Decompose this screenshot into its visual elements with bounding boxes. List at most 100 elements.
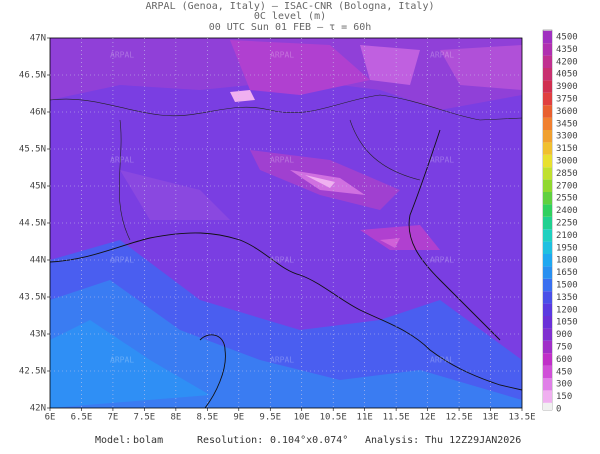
- colorbar-swatch: [543, 266, 552, 279]
- colorbar-label: 1800: [556, 256, 578, 266]
- colorbar-label: 3000: [556, 157, 578, 167]
- colorbar-label: 1050: [556, 318, 578, 328]
- colorbar-label: 900: [556, 330, 572, 340]
- colorbar-swatch: [543, 30, 552, 44]
- colorbar-label: 600: [556, 355, 572, 365]
- lat-label: 42N: [30, 404, 46, 414]
- colorbar-label: 3900: [556, 82, 578, 92]
- colorbar-label: 3750: [556, 95, 578, 105]
- footer-label: Resolution:: [197, 435, 263, 446]
- colorbar-label: 1200: [556, 305, 578, 315]
- lon-label: 10.5E: [320, 413, 347, 423]
- watermark: ARPAL: [430, 156, 454, 165]
- footer-value: Thu 12Z29JAN2026: [425, 435, 521, 446]
- colorbar-swatch: [543, 378, 552, 391]
- colorbar-swatch: [543, 142, 552, 155]
- colorbar-label: 4050: [556, 70, 578, 80]
- colorbar-swatch: [543, 80, 552, 93]
- lat-label: 45N: [30, 182, 46, 192]
- lon-label: 7.5E: [134, 413, 156, 423]
- watermark: ARPAL: [110, 256, 134, 265]
- watermark: ARPAL: [430, 256, 454, 265]
- watermark: ARPAL: [110, 356, 134, 365]
- colorbar-label: 450: [556, 367, 572, 377]
- coastline: [50, 232, 522, 391]
- lon-label: 12.5E: [446, 413, 473, 423]
- colorbar-swatch: [543, 92, 552, 106]
- lon-label: 10E: [294, 413, 310, 423]
- colorbar-label: 3150: [556, 144, 578, 154]
- lon-label: 6.5E: [71, 413, 93, 423]
- watermark: ARPAL: [430, 51, 454, 60]
- footer-label: Model:: [95, 435, 131, 446]
- colorbar-label: 2700: [556, 181, 578, 191]
- lon-label: 12E: [419, 413, 435, 423]
- lat-label: 45.5N: [19, 145, 46, 155]
- map-field: [50, 38, 522, 408]
- colorbar-swatch: [543, 353, 552, 366]
- header-line: 00 UTC Sun 01 FEB – τ = 60h: [209, 22, 372, 33]
- lat-label: 46.5N: [19, 71, 46, 81]
- lon-label: 13.5E: [508, 413, 535, 423]
- colorbar-swatch: [543, 192, 552, 205]
- colorbar-label: 1500: [556, 281, 578, 291]
- colorbar-label: 3300: [556, 132, 578, 142]
- colorbar-label: 1950: [556, 243, 578, 253]
- colorbar-swatch: [543, 340, 552, 354]
- colorbar-label: 4500: [556, 33, 578, 43]
- colorbar-swatch: [543, 241, 552, 254]
- colorbar-label: 2100: [556, 231, 578, 241]
- colorbar-swatch: [543, 390, 552, 403]
- colorbar-label: 2250: [556, 219, 578, 229]
- colorbar-label: 0: [556, 405, 561, 415]
- footer-value: 0.104°x0.074°: [270, 435, 348, 446]
- colorbar-swatch: [543, 130, 552, 143]
- lon-label: 6E: [45, 413, 56, 423]
- colorbar-label: 2850: [556, 169, 578, 179]
- lon-label: 11E: [357, 413, 373, 423]
- colorbar-swatch: [543, 254, 552, 267]
- colorbar-swatch: [543, 365, 552, 378]
- colorbar-swatch: [543, 216, 552, 230]
- colorbar-label: 300: [556, 380, 572, 390]
- colorbar-label: 1350: [556, 293, 578, 303]
- footer-value: bolam: [133, 435, 163, 446]
- lon-label: 8.5E: [196, 413, 218, 423]
- watermark: ARPAL: [270, 356, 294, 365]
- lon-label: 9.5E: [259, 413, 281, 423]
- lat-label: 44.5N: [19, 219, 46, 229]
- watermark: ARPAL: [110, 156, 134, 165]
- colorbar-label: 2550: [556, 194, 578, 204]
- colorbar-swatch: [543, 229, 552, 242]
- colorbar-swatch: [543, 278, 552, 292]
- colorbar-swatch: [543, 117, 552, 130]
- lon-label: 7E: [108, 413, 119, 423]
- lon-label: 8E: [170, 413, 181, 423]
- coastline: [408, 129, 501, 341]
- colorbar-label: 4200: [556, 57, 578, 67]
- colorbar-swatch: [543, 303, 552, 316]
- colorbar-swatch: [543, 43, 552, 56]
- lat-label: 47N: [30, 34, 46, 44]
- watermark: ARPAL: [430, 356, 454, 365]
- watermark: ARPAL: [270, 51, 294, 60]
- watermark: ARPAL: [270, 156, 294, 165]
- lon-label: 13E: [482, 413, 498, 423]
- lat-label: 43.5N: [19, 293, 46, 303]
- coastline: [199, 334, 226, 408]
- lon-label: 9E: [233, 413, 244, 423]
- colorbar-label: 150: [556, 392, 572, 402]
- border: [349, 119, 421, 181]
- colorbar-swatch: [543, 204, 552, 217]
- colorbar-label: 4350: [556, 45, 578, 55]
- lon-label: 11.5E: [383, 413, 410, 423]
- colorbar-swatch: [543, 402, 552, 410]
- colorbar-swatch: [543, 291, 552, 304]
- header-line: 0C level (m): [254, 11, 326, 22]
- colorbar-swatch: [543, 55, 552, 68]
- colorbar-swatch: [543, 68, 552, 81]
- colorbar-swatch: [543, 154, 552, 168]
- footer-label: Analysis:: [365, 435, 419, 446]
- header-line: ARPAL (Genoa, Italy) — ISAC-CNR (Bologna…: [146, 1, 435, 12]
